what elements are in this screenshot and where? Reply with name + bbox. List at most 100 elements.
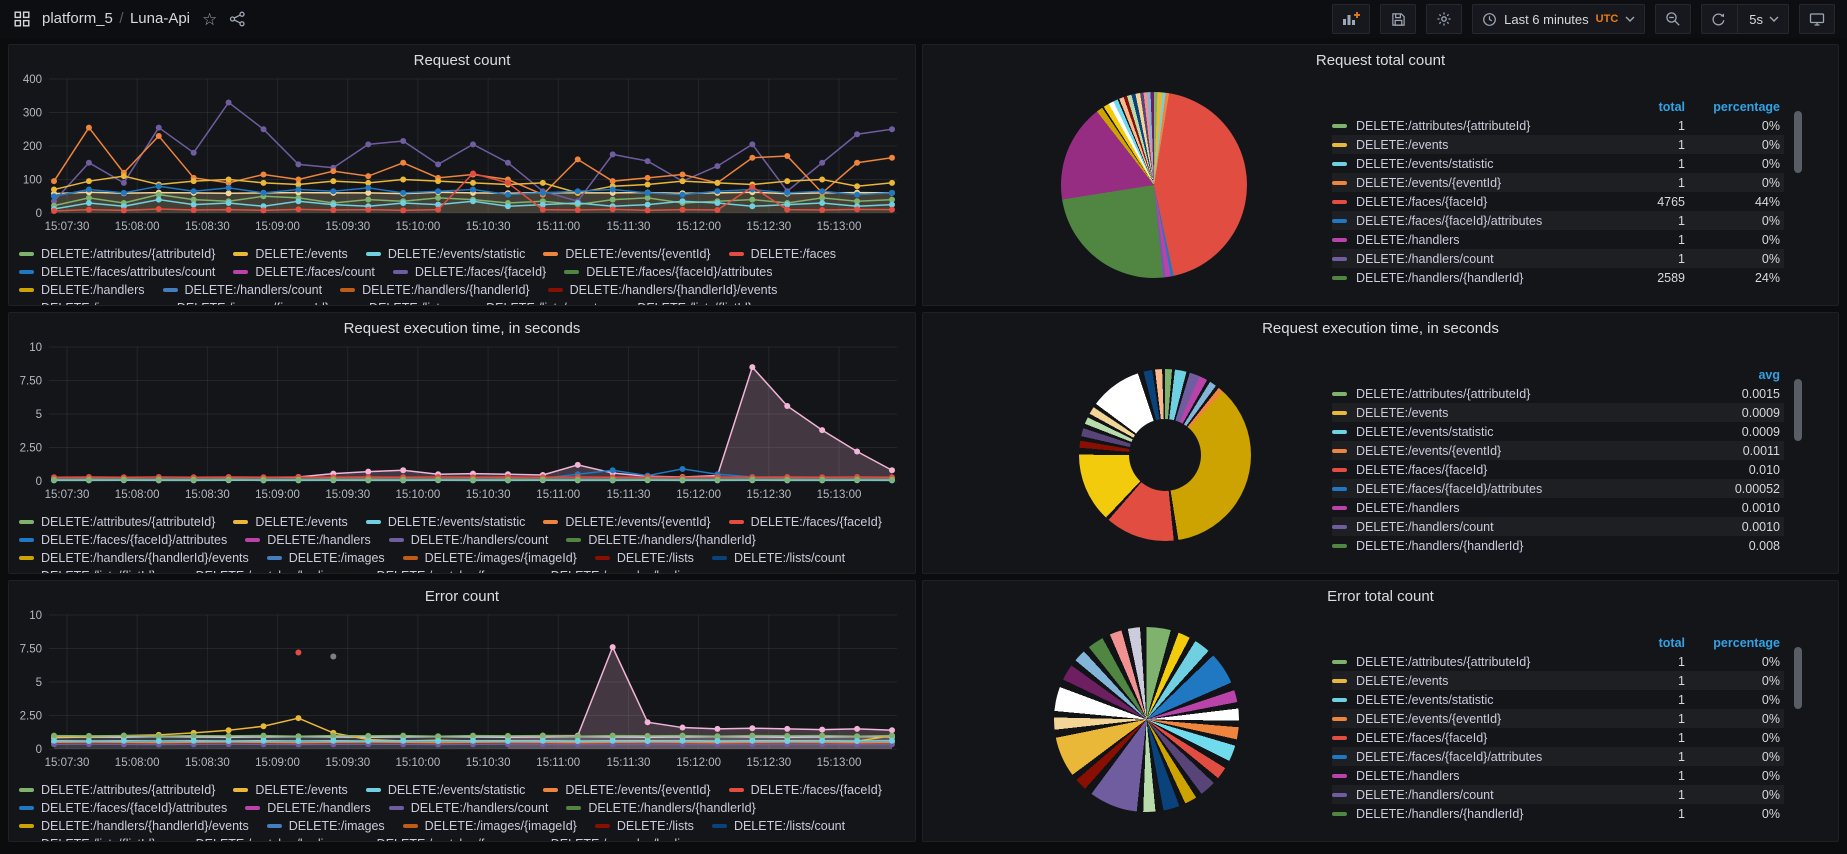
panel-title[interactable]: Error total count xyxy=(1327,588,1434,605)
legend-item[interactable]: DELETE:/handlers/{handlerId} xyxy=(566,800,756,816)
legend-item[interactable]: DELETE:/handlers/{handlerId}/events xyxy=(547,282,777,298)
legend-table-row[interactable]: DELETE:/handlers/{handlerId} 0.008 xyxy=(1332,536,1784,555)
legend-table-row[interactable]: DELETE:/events/statistic 1 0% xyxy=(1332,154,1784,173)
legend-item[interactable]: DELETE:/events/statistic xyxy=(365,246,525,262)
legend-scrollbar[interactable] xyxy=(1794,379,1802,441)
legend-column-header[interactable]: total xyxy=(1658,635,1685,650)
legend-item[interactable]: DELETE:/images xyxy=(266,818,385,834)
legend-table-row[interactable]: DELETE:/handlers 1 0% xyxy=(1332,230,1784,249)
legend-table-row[interactable]: DELETE:/faces/{faceId} 0.010 xyxy=(1332,460,1784,479)
legend-item[interactable]: DELETE:/lists/{listId} xyxy=(19,568,156,573)
legend-column-header[interactable]: percentage xyxy=(1713,99,1780,114)
legend-column-header[interactable]: total xyxy=(1658,99,1685,114)
legend-table-row[interactable]: DELETE:/events/{eventId} 1 0% xyxy=(1332,173,1784,192)
legend-item[interactable]: DELETE:/handlers/{handlerId} xyxy=(340,282,530,298)
legend-table-row[interactable]: DELETE:/handlers/{handlerId} 2589 24% xyxy=(1332,268,1784,287)
cycle-view-mode-button[interactable] xyxy=(1799,4,1835,34)
legend-item[interactable]: DELETE:/handlers/{handlerId} xyxy=(566,532,756,548)
legend-item[interactable]: DELETE:/handlers/count xyxy=(388,532,548,548)
legend-item[interactable]: DELETE:/handlers/{handlerId}/events xyxy=(19,818,249,834)
save-dashboard-button[interactable] xyxy=(1380,4,1417,34)
panel-title[interactable]: Request execution time, in seconds xyxy=(343,320,581,337)
legend-item[interactable]: DELETE:/lists/{listId} xyxy=(615,300,752,305)
legend-item[interactable]: DELETE:/images/{imageId} xyxy=(155,300,329,305)
legend-table-row[interactable]: DELETE:/handlers/{handlerId} 1 0% xyxy=(1332,804,1784,823)
add-panel-button[interactable] xyxy=(1332,4,1371,34)
legend-item[interactable]: DELETE:/events xyxy=(233,246,348,262)
legend-item[interactable]: DELETE:/matcher/bodies xyxy=(174,836,337,841)
legend-table-row[interactable]: DELETE:/events/statistic 0.0009 xyxy=(1332,422,1784,441)
refresh-interval-dropdown[interactable]: 5s xyxy=(1740,12,1788,27)
legend-table-row[interactable]: DELETE:/handlers 0.0010 xyxy=(1332,498,1784,517)
legend-table-row[interactable]: DELETE:/events 1 0% xyxy=(1332,671,1784,690)
legend-item[interactable]: DELETE:/samples/bodies xyxy=(529,836,693,841)
legend-table-row[interactable]: DELETE:/faces/{faceId} 1 0% xyxy=(1332,728,1784,747)
legend-item[interactable]: DELETE:/matcher/faces xyxy=(355,836,511,841)
legend-table-row[interactable]: DELETE:/handlers/count 0.0010 xyxy=(1332,517,1784,536)
legend-item[interactable]: DELETE:/lists/count xyxy=(711,818,845,834)
legend-item[interactable]: DELETE:/lists/count xyxy=(464,300,597,305)
legend-item[interactable]: DELETE:/attributes/{attributeId} xyxy=(19,782,215,798)
legend-table-row[interactable]: DELETE:/attributes/{attributeId} 0.0015 xyxy=(1332,384,1784,403)
legend-item[interactable]: DELETE:/faces/{faceId} xyxy=(728,514,882,530)
legend-table-row[interactable]: DELETE:/attributes/{attributeId} 1 0% xyxy=(1332,116,1784,135)
legend-item[interactable]: DELETE:/events/{eventId} xyxy=(543,782,711,798)
legend-item[interactable]: DELETE:/events/statistic xyxy=(365,514,525,530)
legend-item[interactable]: DELETE:/events/{eventId} xyxy=(543,246,711,262)
legend-item[interactable]: DELETE:/attributes/{attributeId} xyxy=(19,514,215,530)
legend-item[interactable]: DELETE:/images/{imageId} xyxy=(402,818,577,834)
legend-column-header[interactable]: percentage xyxy=(1713,635,1780,650)
legend-item[interactable]: DELETE:/faces/{faceId} xyxy=(728,782,882,798)
legend-item[interactable]: DELETE:/events xyxy=(233,782,348,798)
legend-item[interactable]: DELETE:/samples/bodies xyxy=(529,568,693,573)
panel-title[interactable]: Request total count xyxy=(1315,52,1446,69)
legend-item[interactable]: DELETE:/faces/{faceId}/attributes xyxy=(19,532,227,548)
legend-item[interactable]: DELETE:/images xyxy=(266,550,385,566)
legend-item[interactable]: DELETE:/handlers xyxy=(245,532,371,548)
legend-item[interactable]: DELETE:/handlers xyxy=(245,800,371,816)
legend-table-row[interactable]: DELETE:/events 0.0009 xyxy=(1332,403,1784,422)
legend-item[interactable]: DELETE:/lists xyxy=(347,300,446,305)
breadcrumb-folder[interactable]: platform_5 xyxy=(42,10,113,27)
legend-item[interactable]: DELETE:/handlers xyxy=(19,282,145,298)
dashboard-settings-button[interactable] xyxy=(1426,4,1463,34)
legend-table-row[interactable]: DELETE:/faces/{faceId}/attributes 1 0% xyxy=(1332,747,1784,766)
panel-title[interactable]: Request count xyxy=(413,52,511,69)
legend-item[interactable]: DELETE:/faces/{faceId}/attributes xyxy=(564,264,772,280)
legend-item[interactable]: DELETE:/handlers/count xyxy=(162,282,322,298)
legend-table-row[interactable]: DELETE:/faces/{faceId} 4765 44% xyxy=(1332,192,1784,211)
legend-item[interactable]: DELETE:/attributes/{attributeId} xyxy=(19,246,215,262)
legend-item[interactable]: DELETE:/matcher/bodies xyxy=(174,568,337,573)
legend-item[interactable]: DELETE:/handlers/{handlerId}/events xyxy=(19,550,249,566)
favorite-star-icon[interactable]: ☆ xyxy=(202,9,218,29)
legend-table-row[interactable]: DELETE:/faces/{faceId}/attributes 0.00052 xyxy=(1332,479,1784,498)
legend-table-row[interactable]: DELETE:/events/statistic 1 0% xyxy=(1332,690,1784,709)
legend-table-row[interactable]: DELETE:/events/{eventId} 0.0011 xyxy=(1332,441,1784,460)
legend-item[interactable]: DELETE:/events/{eventId} xyxy=(543,514,711,530)
legend-item[interactable]: DELETE:/lists/count xyxy=(711,550,845,566)
legend-scrollbar[interactable] xyxy=(1794,647,1802,709)
breadcrumb-dashboard[interactable]: Luna-Api xyxy=(129,10,190,27)
panel-title[interactable]: Request execution time, in seconds xyxy=(1262,320,1499,337)
legend-table-row[interactable]: DELETE:/handlers/count 1 0% xyxy=(1332,785,1784,804)
legend-item[interactable]: DELETE:/faces/attributes/count xyxy=(19,264,215,280)
share-icon[interactable] xyxy=(229,11,246,27)
legend-item[interactable]: DELETE:/events/statistic xyxy=(365,782,525,798)
legend-item[interactable]: DELETE:/faces/{faceId} xyxy=(392,264,546,280)
legend-item[interactable]: DELETE:/faces xyxy=(728,246,836,262)
legend-item[interactable]: DELETE:/lists xyxy=(594,550,694,566)
legend-column-header[interactable]: avg xyxy=(1758,367,1780,382)
legend-item[interactable]: DELETE:/handlers/count xyxy=(388,800,548,816)
legend-item[interactable]: DELETE:/faces/{faceId}/attributes xyxy=(19,800,227,816)
legend-item[interactable]: DELETE:/faces/count xyxy=(233,264,375,280)
legend-item[interactable]: DELETE:/images xyxy=(19,300,137,305)
legend-item[interactable]: DELETE:/lists xyxy=(594,818,694,834)
legend-table-row[interactable]: DELETE:/events/{eventId} 1 0% xyxy=(1332,709,1784,728)
dashboards-grid-icon[interactable] xyxy=(14,11,30,27)
legend-table-row[interactable]: DELETE:/faces/{faceId}/attributes 1 0% xyxy=(1332,211,1784,230)
legend-table-row[interactable]: DELETE:/handlers/count 1 0% xyxy=(1332,249,1784,268)
time-range-picker[interactable]: Last 6 minutes UTC xyxy=(1472,4,1646,34)
legend-table-row[interactable]: DELETE:/attributes/{attributeId} 1 0% xyxy=(1332,652,1784,671)
legend-scrollbar[interactable] xyxy=(1794,111,1802,173)
refresh-picker[interactable]: 5s xyxy=(1701,4,1789,34)
